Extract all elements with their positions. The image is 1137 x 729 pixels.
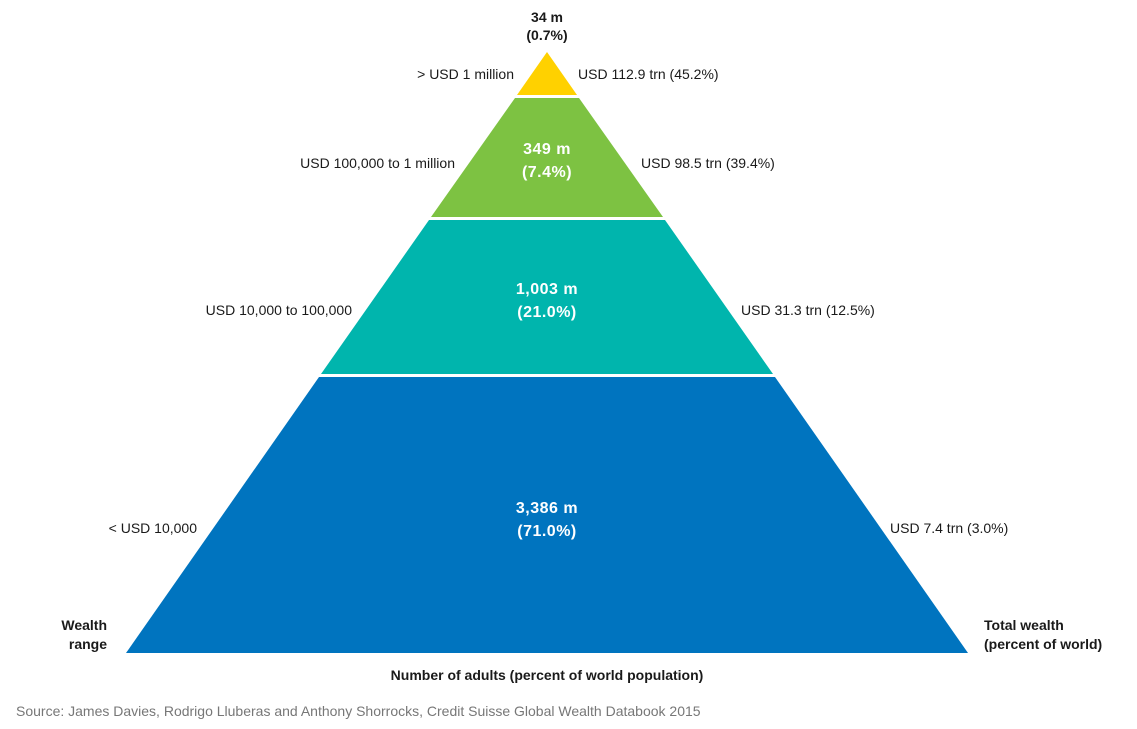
x-axis-caption: Number of adults (percent of world popul…: [390, 667, 704, 683]
top-tier-share: (0.7%): [526, 27, 568, 43]
range-label-middle: USD 10,000 to 100,000: [205, 302, 352, 318]
upper-tier-share: (7.4%): [521, 164, 573, 181]
wealth-label-upper: USD 98.5 trn (39.4%): [641, 155, 775, 171]
pyramid-tier-middle: [321, 220, 773, 374]
wealth-range-caption-line1: Wealth: [61, 617, 107, 633]
range-label-base: < USD 10,000: [108, 520, 197, 536]
total-wealth-caption-line2: (percent of world): [984, 636, 1103, 652]
pyramid-tier-base: [126, 377, 968, 653]
middle-tier-share: (21.0%): [517, 304, 577, 321]
middle-tier-adults: 1,003 m: [515, 281, 579, 298]
wealth-label-base: USD 7.4 trn (3.0%): [890, 520, 1009, 536]
pyramid-tier-top: [517, 52, 577, 95]
wealth-label-top: USD 112.9 trn (45.2%): [578, 66, 719, 82]
upper-tier-adults: 349 m: [523, 141, 571, 158]
source-note: Source: James Davies, Rodrigo Lluberas a…: [16, 703, 701, 719]
base-tier-adults: 3,386 m: [515, 500, 579, 517]
total-wealth-caption-line1: Total wealth: [984, 617, 1064, 633]
wealth-label-middle: USD 31.3 trn (12.5%): [741, 302, 875, 318]
base-tier-share: (71.0%): [517, 523, 577, 540]
top-tier-adults: 34 m: [531, 9, 563, 25]
range-label-top: > USD 1 million: [417, 66, 514, 82]
range-label-upper: USD 100,000 to 1 million: [300, 155, 455, 171]
wealth-range-caption-line2: range: [68, 636, 107, 652]
pyramid-tier-upper: [431, 98, 663, 217]
